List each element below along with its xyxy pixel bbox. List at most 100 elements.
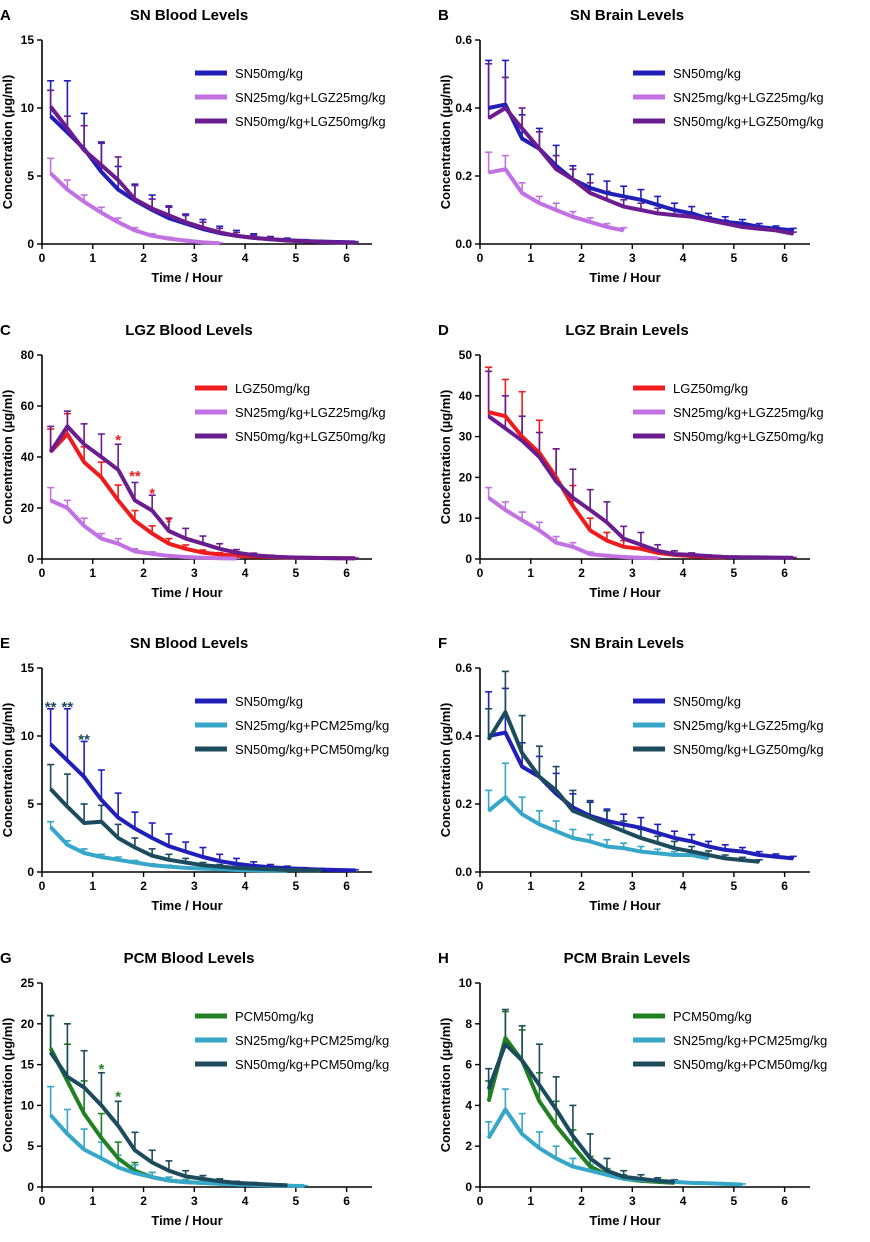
y-tick-label: 0.2 [455, 797, 472, 811]
data-point [100, 1137, 103, 1139]
y-tick-label: 5 [27, 797, 34, 811]
data-point [66, 759, 69, 762]
data-point [66, 127, 69, 130]
x-tick-label: 6 [781, 251, 788, 265]
data-point [252, 867, 255, 870]
data-point [168, 845, 170, 847]
data-point [354, 869, 357, 872]
data-point [202, 864, 204, 866]
data-point [202, 1178, 204, 1180]
x-tick-label: 5 [293, 1194, 300, 1208]
data-point [487, 171, 490, 174]
data-point [100, 211, 103, 214]
significance-marker: * [98, 1061, 104, 1078]
data-point [100, 820, 103, 823]
data-point [286, 556, 289, 559]
y-tick-label: 20 [21, 1017, 35, 1031]
data-point [690, 840, 693, 843]
series-line-1 [486, 1036, 675, 1185]
data-point [320, 869, 323, 872]
data-point [168, 542, 170, 545]
data-point [538, 1084, 541, 1086]
x-tick-label: 5 [293, 566, 300, 580]
data-point [606, 226, 608, 228]
data-point [606, 1169, 608, 1172]
data-point [758, 227, 761, 230]
legend-label: SN50mg/kg+LGZ50mg/kg [673, 742, 824, 757]
data-point [83, 776, 85, 778]
data-point [303, 240, 306, 243]
y-tick-label: 30 [459, 430, 473, 444]
data-point [504, 711, 507, 713]
legend-label: PCM50mg/kg [235, 1009, 314, 1024]
x-axis-label: Time / Hour [589, 585, 660, 600]
data-point [741, 222, 744, 225]
x-tick-label: 3 [629, 879, 636, 893]
data-point [218, 242, 221, 245]
y-tick-label: 15 [21, 661, 35, 675]
data-point [151, 553, 153, 555]
panel-e: E SN Blood Levels 0 5 10 15 0 1 2 3 4 5 6 Time / Hour… [0, 635, 389, 913]
data-point [792, 233, 795, 235]
legend: SN50mg/kg SN25mg/kg+PCM25mg/kg SN50mg/kg+P… [195, 694, 389, 757]
data-point [606, 521, 608, 524]
data-point [775, 229, 777, 232]
x-tick-label: 4 [680, 251, 687, 265]
x-tick-label: 1 [527, 566, 534, 580]
data-point [792, 229, 795, 232]
y-tick-label: 25 [21, 976, 35, 990]
y-axis-label: Concentration (µg/ml) [0, 703, 15, 838]
data-point [538, 202, 541, 204]
x-tick-label: 6 [781, 566, 788, 580]
y-tick-label: 80 [21, 348, 35, 362]
data-point [504, 168, 507, 170]
panel-title: SN Blood Levels [130, 635, 248, 652]
data-point [83, 822, 85, 824]
data-point [184, 867, 187, 869]
data-point [572, 810, 574, 812]
data-point [117, 221, 119, 224]
data-point [538, 456, 541, 458]
x-tick-label: 5 [731, 251, 738, 265]
significance-marker: ** [129, 468, 141, 485]
data-point [218, 557, 221, 560]
data-point [134, 229, 136, 232]
data-point [49, 826, 52, 828]
y-tick-label: 20 [459, 470, 473, 484]
data-point [184, 556, 187, 558]
data-point [487, 415, 490, 418]
data-point [572, 497, 574, 499]
series-line-2 [487, 795, 709, 861]
data-point [724, 849, 727, 851]
legend-label: LGZ50mg/kg [673, 381, 748, 396]
data-point [741, 556, 744, 558]
data-point [673, 1181, 676, 1183]
legend-label: SN25mg/kg+LGZ25mg/kg [673, 718, 824, 733]
data-point [606, 845, 608, 848]
y-tick-label: 0.6 [455, 661, 472, 675]
panel-letter: A [0, 7, 11, 24]
x-tick-label: 6 [343, 251, 350, 265]
data-point [303, 1185, 306, 1187]
x-tick-label: 0 [477, 1194, 484, 1208]
data-point [538, 148, 541, 150]
y-tick-label: 0 [27, 552, 34, 566]
data-point [100, 1104, 103, 1107]
data-point [707, 845, 710, 848]
data-point [49, 499, 52, 502]
data-point [218, 548, 221, 550]
y-tick-label: 0.4 [455, 729, 472, 743]
data-point [184, 239, 187, 242]
data-point [521, 1059, 523, 1062]
data-point [656, 1180, 659, 1182]
y-axis-label: Concentration (µg/ml) [438, 1018, 453, 1153]
x-tick-label: 5 [731, 879, 738, 893]
panel-letter: G [0, 950, 12, 967]
legend-label: SN50mg/kg+PCM50mg/kg [673, 1057, 827, 1072]
panel-g: G PCM Blood Levels 0 5 10 15 20 25 0 1 2 3 4 5 6 Time /… [0, 950, 389, 1228]
data-point [49, 1047, 52, 1050]
data-point [83, 1112, 85, 1115]
data-point [504, 427, 507, 430]
data-point [504, 509, 507, 511]
